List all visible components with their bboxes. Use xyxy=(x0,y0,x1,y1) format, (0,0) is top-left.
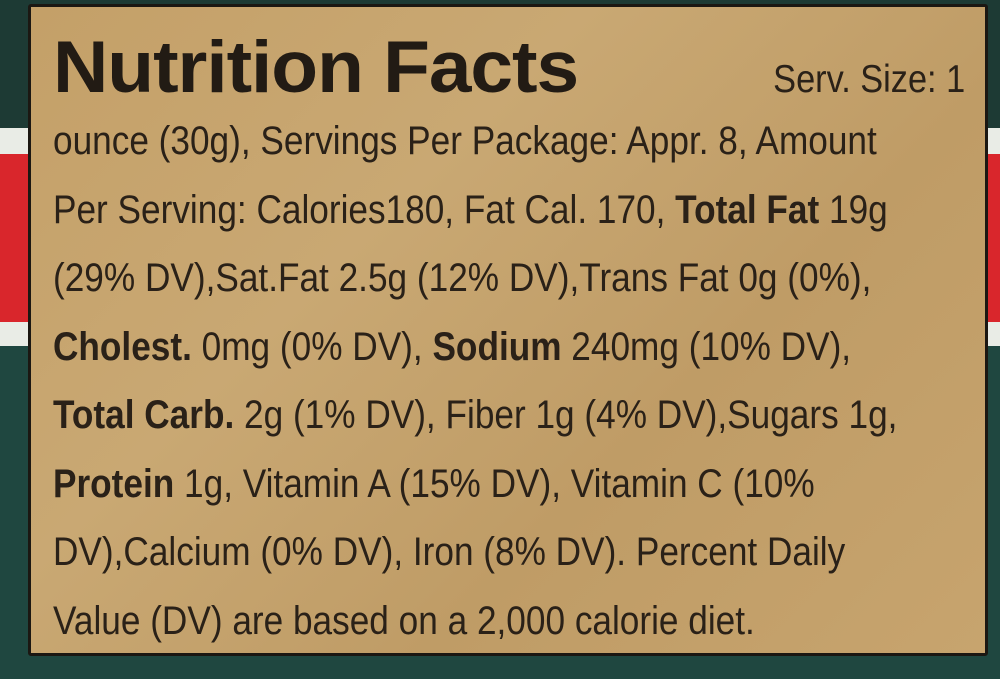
label-line-6: Protein 1g, Vitamin A (15% DV), Vitamin … xyxy=(53,450,1000,519)
text-run: ounce (30g), Servings Per Package: Appr.… xyxy=(53,119,877,163)
text-run: 0mg (0% DV), xyxy=(191,324,433,369)
text-run: Per Serving: Calories180, Fat Cal. 170, xyxy=(53,187,676,232)
nutrient-protein: Protein xyxy=(53,461,175,506)
label-line-4: Cholest. 0mg (0% DV), Sodium 240mg (10% … xyxy=(53,313,1000,382)
text-run: 1g, Vitamin A (15% DV), Vitamin C (10% xyxy=(174,461,815,506)
nutrient-total-carb: Total Carb. xyxy=(53,393,235,437)
label-line-5: Total Carb. 2g (1% DV), Fiber 1g (4% DV)… xyxy=(53,381,1000,450)
nutrient-sodium: Sodium xyxy=(432,324,562,369)
text-run: Value (DV) are based on a 2,000 calorie … xyxy=(53,598,755,643)
label-line-2: Per Serving: Calories180, Fat Cal. 170, … xyxy=(53,176,1000,245)
label-title: Nutrition Facts xyxy=(53,27,579,108)
nutrient-total-fat: Total Fat xyxy=(675,187,820,232)
text-run: 240mg (10% DV), xyxy=(561,324,852,369)
label-line-8: Value (DV) are based on a 2,000 calorie … xyxy=(53,587,1000,656)
text-run: DV),Calcium (0% DV), Iron (8% DV). Perce… xyxy=(53,530,846,574)
label-line-3: (29% DV),Sat.Fat 2.5g (12% DV),Trans Fat… xyxy=(53,244,1000,313)
label-line-7: DV),Calcium (0% DV), Iron (8% DV). Perce… xyxy=(53,518,1000,587)
text-run: 2g (1% DV), Fiber 1g (4% DV),Sugars 1g, xyxy=(234,393,898,437)
nutrition-label: Nutrition Facts Serv. Size: 1 ounce (30g… xyxy=(28,4,988,656)
title-row: Nutrition Facts Serv. Size: 1 xyxy=(53,29,965,107)
text-run: (29% DV),Sat.Fat 2.5g (12% DV),Trans Fat… xyxy=(53,256,872,300)
serving-size-head: Serv. Size: 1 xyxy=(772,58,965,101)
nutrient-cholesterol: Cholest. xyxy=(53,324,192,369)
text-run: 19g xyxy=(819,187,888,232)
label-line-1: ounce (30g), Servings Per Package: Appr.… xyxy=(53,107,1000,176)
